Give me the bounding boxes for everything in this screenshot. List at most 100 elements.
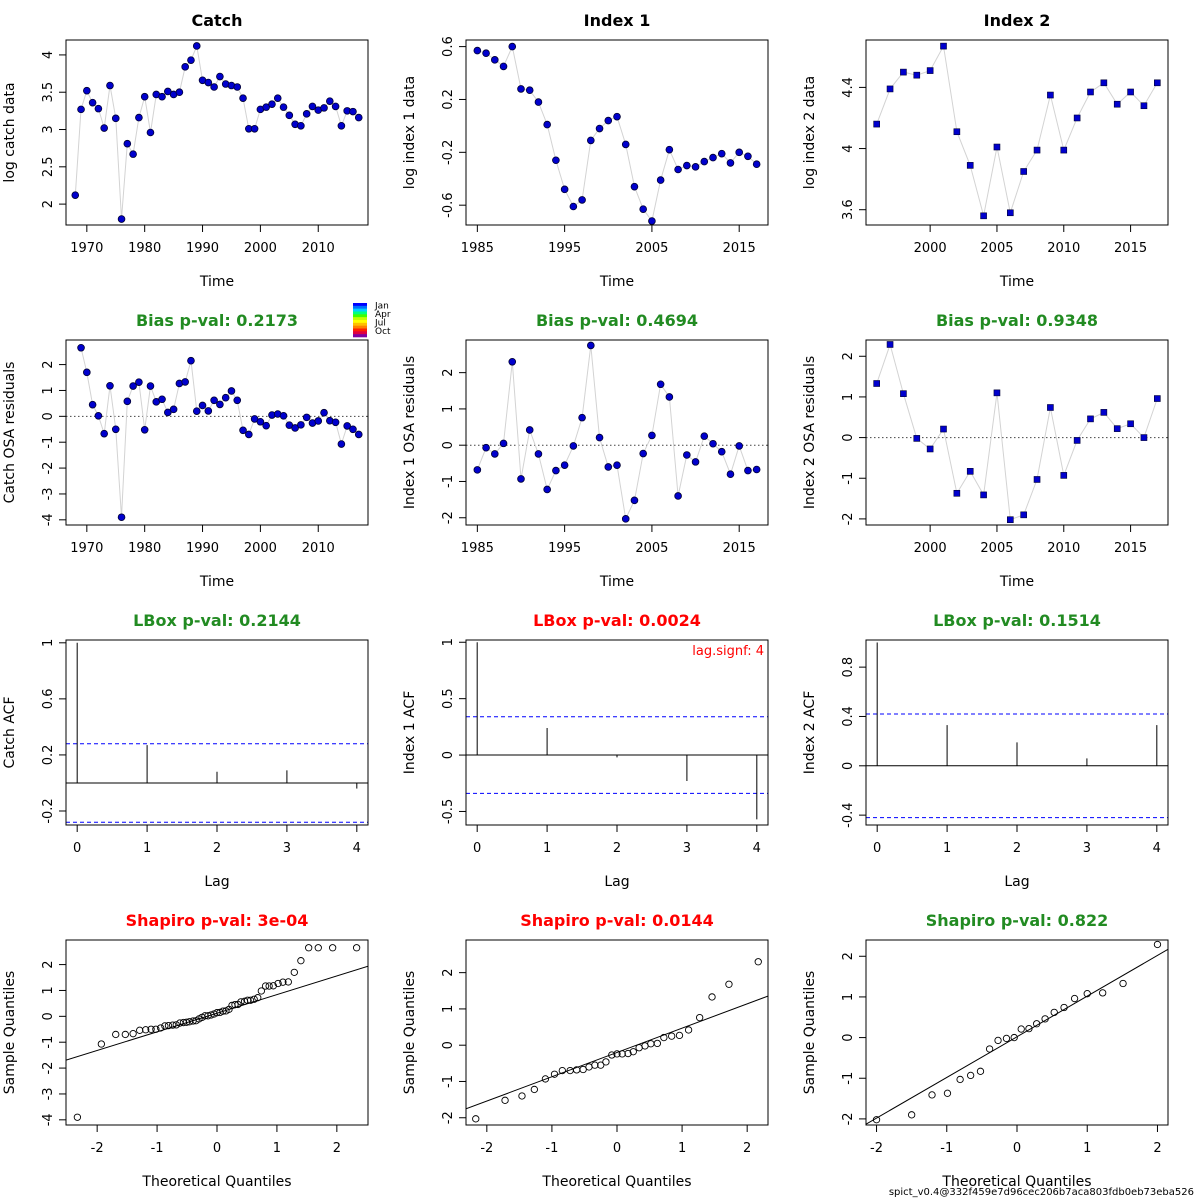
data-point: [966, 162, 974, 169]
qq-point: [653, 1039, 662, 1048]
data-point: [279, 103, 288, 111]
data-point: [192, 407, 201, 415]
x-tick-label: 2000: [244, 241, 277, 256]
x-axis-label: Lag: [1004, 874, 1029, 890]
data-point: [1100, 409, 1108, 416]
x-tick-label: 3: [283, 841, 291, 856]
data-point: [158, 92, 166, 101]
qq-point: [1153, 940, 1162, 949]
qq-point: [172, 1021, 180, 1029]
data-point: [578, 196, 586, 204]
legend-swatch: [353, 322, 367, 326]
qq-point: [112, 1030, 120, 1039]
data-point: [94, 412, 103, 420]
panel-title: Shapiro p-val: 0.0144: [520, 911, 714, 930]
y-tick-label: 1: [41, 986, 56, 994]
qq-point: [647, 1040, 655, 1048]
data-point: [71, 191, 80, 199]
y-tick-label: 1: [841, 393, 856, 401]
panel-catch_osa: Bias p-val: 0.2173 Time Catch OSA residual…: [2, 302, 391, 591]
qq-point: [518, 1092, 526, 1100]
data-point: [482, 443, 490, 452]
data-point: [560, 185, 569, 194]
data-point: [320, 104, 328, 112]
y-tick-label: -2: [41, 1062, 56, 1075]
data-point: [250, 124, 259, 133]
y-tick-label: -0.6: [441, 192, 456, 217]
data-point: [560, 461, 569, 469]
data-point: [691, 458, 700, 466]
qq-point: [157, 1024, 165, 1032]
y-axis-label: Index 2 OSA residuals: [802, 356, 818, 509]
data-point: [744, 466, 752, 475]
data-point: [508, 42, 517, 51]
data-point: [926, 67, 934, 74]
data-point: [233, 396, 242, 405]
data-point: [1007, 516, 1014, 524]
data-point: [648, 217, 656, 225]
x-tick-label: 0: [73, 841, 81, 856]
qq-point: [608, 1051, 616, 1059]
data-point: [993, 143, 1001, 151]
data-point: [726, 470, 735, 479]
y-tick-label: -1: [41, 436, 56, 449]
data-point: [146, 382, 155, 390]
qq-point: [121, 1030, 129, 1039]
y-tick-label: 4.4: [841, 77, 856, 98]
data-point: [691, 163, 700, 171]
y-tick-label: 0.5: [441, 688, 456, 709]
qq-point: [352, 944, 361, 952]
data-point: [337, 440, 346, 448]
data-point: [900, 68, 907, 76]
x-tick-label: 1970: [70, 241, 103, 256]
x-tick-label: 1990: [186, 241, 219, 256]
x-tick-label: 2: [213, 841, 221, 856]
qq-point: [169, 1021, 177, 1029]
series-line: [876, 342, 1158, 521]
qq-point: [956, 1075, 964, 1084]
data-point: [77, 105, 85, 114]
qq-point: [1050, 1008, 1058, 1017]
qq-point: [1017, 1025, 1025, 1033]
series-line: [476, 345, 757, 521]
data-point: [482, 49, 490, 58]
qq-point: [629, 1048, 637, 1056]
data-point: [569, 442, 578, 450]
data-point: [993, 389, 1001, 397]
data-point: [735, 442, 743, 450]
data-point: [349, 425, 357, 434]
qq-point: [558, 1066, 566, 1075]
data-point: [752, 465, 761, 474]
data-point: [123, 397, 132, 406]
y-tick-label: 0.6: [441, 36, 456, 57]
qq-point: [541, 1075, 550, 1083]
data-point: [140, 92, 149, 101]
y-tick-label: 0.2: [41, 745, 56, 766]
data-point: [953, 489, 961, 497]
qq-point: [908, 1111, 916, 1119]
panel-index2_acf: LBox p-val: 0.1514 Lag Index 2 ACF 0 1 2 3 4 -0.…: [802, 611, 1169, 890]
data-point: [517, 85, 525, 93]
y-tick-label: -1: [841, 472, 856, 485]
plot-frame: [465, 639, 769, 826]
plot-frame: [465, 39, 769, 226]
y-axis-label: Sample Quantiles: [402, 971, 418, 1094]
data-point: [1020, 168, 1027, 175]
legend-swatch: [353, 317, 367, 321]
x-tick-label: 2: [333, 1141, 341, 1156]
data-point: [221, 393, 230, 402]
series-line: [80, 347, 360, 518]
data-point: [175, 88, 184, 97]
data-point: [94, 104, 103, 113]
qq-point: [147, 1025, 155, 1033]
data-point: [135, 378, 143, 386]
data-point: [354, 113, 363, 122]
data-point: [683, 451, 691, 459]
data-point: [123, 139, 132, 148]
x-tick-label: 2: [1013, 841, 1021, 856]
data-point: [1073, 437, 1081, 444]
qq-point: [1099, 989, 1107, 997]
data-point: [302, 110, 311, 118]
y-tick-label: -2: [41, 462, 56, 475]
